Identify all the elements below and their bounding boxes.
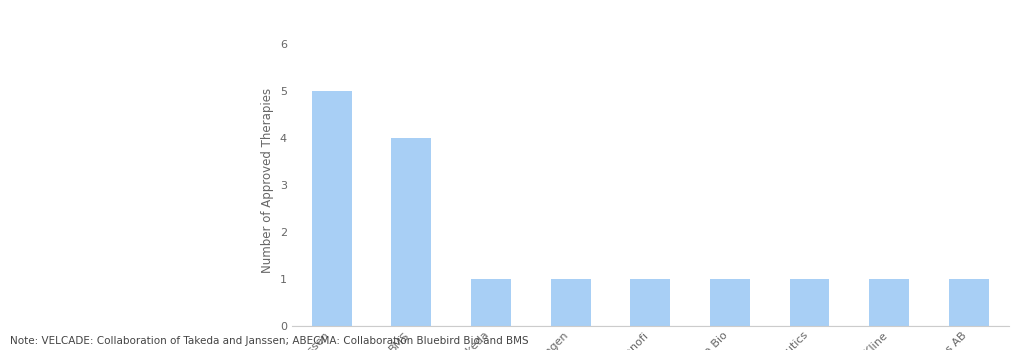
Text: Note: VELCADE: Collaboration of Takeda and Janssen; ABECMA: Collaboration Bluebi: Note: VELCADE: Collaboration of Takeda a…: [10, 336, 528, 346]
Bar: [551, 279, 591, 326]
Bar: [710, 279, 750, 326]
Bar: [631, 279, 670, 326]
Bar: [311, 91, 351, 326]
Y-axis label: Number of Approved Therapies: Number of Approved Therapies: [261, 88, 274, 273]
Bar: [869, 279, 909, 326]
Text: Major Key Players in Multiple
Myeloma Segment: Major Key Players in Multiple Myeloma Se…: [17, 149, 291, 194]
Bar: [391, 138, 431, 326]
Bar: [471, 279, 511, 326]
Bar: [790, 279, 829, 326]
Bar: [949, 279, 989, 326]
